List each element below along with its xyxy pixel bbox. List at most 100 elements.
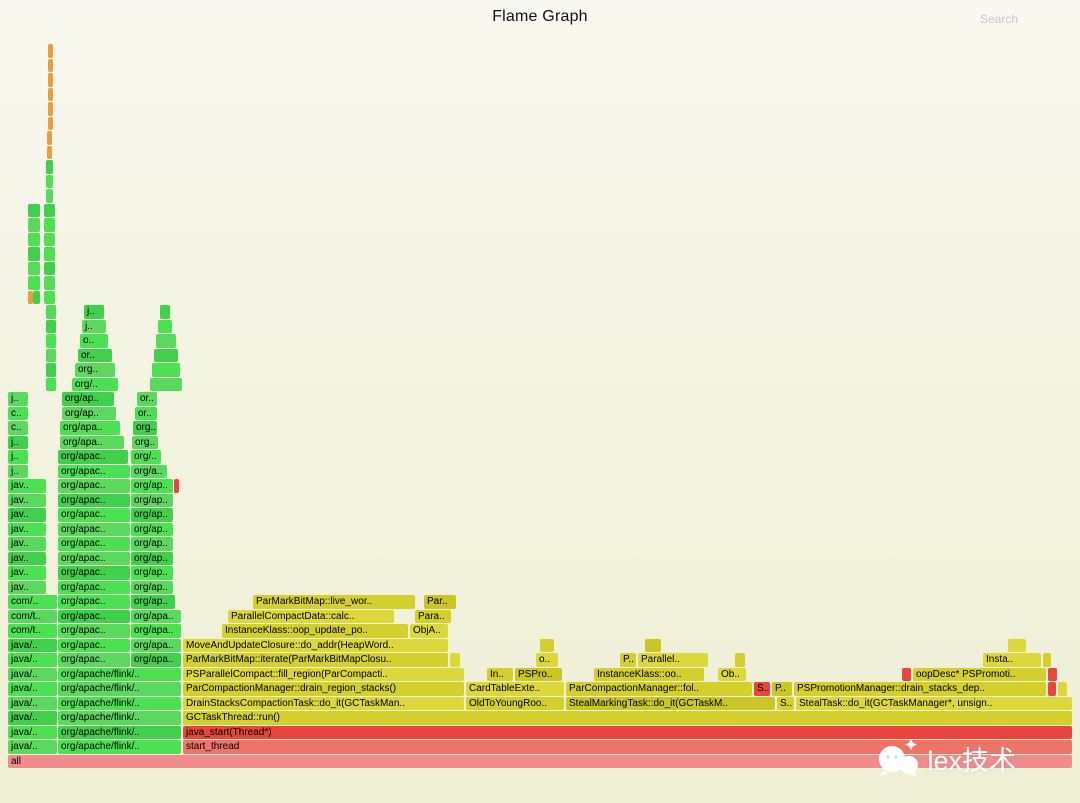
flame-frame[interactable]: java/.. xyxy=(8,696,57,710)
flame-frame[interactable] xyxy=(46,319,56,333)
flame-frame[interactable]: org/ap.. xyxy=(131,537,173,551)
flame-frame[interactable]: ParCompactionManager::fol.. xyxy=(566,682,752,696)
flame-frame[interactable]: DrainStacksCompactionTask::do_it(GCTaskM… xyxy=(183,696,464,710)
search-button[interactable]: Search xyxy=(979,12,1018,26)
flame-frame[interactable] xyxy=(1043,653,1051,667)
flame-frame[interactable]: org/apac.. xyxy=(58,595,130,609)
flame-frame[interactable]: jav.. xyxy=(8,479,46,493)
flame-frame[interactable]: org.. xyxy=(132,435,158,449)
flame-frame[interactable] xyxy=(160,305,170,319)
flame-frame[interactable]: org/apache/flink/.. xyxy=(58,696,181,710)
flame-frame[interactable]: oopDesc* PSPromoti.. xyxy=(913,667,1046,681)
flame-frame[interactable]: S.. xyxy=(777,696,794,710)
flame-frame[interactable]: Par.. xyxy=(424,595,456,609)
flame-frame[interactable] xyxy=(28,218,40,232)
flame-frame[interactable]: ObjA.. xyxy=(410,624,448,638)
flame-frame[interactable] xyxy=(1008,638,1026,652)
flame-frame[interactable] xyxy=(28,276,40,290)
flame-frame[interactable] xyxy=(46,348,56,362)
flame-frame[interactable]: all xyxy=(8,754,1072,768)
flame-frame[interactable] xyxy=(46,189,53,203)
flame-frame[interactable]: org/ap.. xyxy=(131,595,175,609)
flame-frame[interactable] xyxy=(44,232,55,246)
flame-frame[interactable] xyxy=(158,319,172,333)
flame-frame[interactable]: j.. xyxy=(8,392,28,406)
flame-frame[interactable]: OldToYoungRoo.. xyxy=(466,696,564,710)
flame-frame[interactable]: org/apac.. xyxy=(58,493,130,507)
flame-frame[interactable]: org/ap.. xyxy=(131,551,173,565)
flame-frame[interactable] xyxy=(44,203,55,217)
flame-frame[interactable]: StealMarkingTask::do_it(GCTaskM.. xyxy=(566,696,775,710)
flame-frame[interactable]: org/apache/flink/.. xyxy=(58,725,181,739)
flame-frame[interactable]: org/apac.. xyxy=(58,580,130,594)
flame-frame[interactable] xyxy=(46,334,56,348)
flame-frame[interactable]: org/apache/flink/.. xyxy=(58,667,181,681)
flame-frame[interactable]: org/apa.. xyxy=(131,638,181,652)
flame-frame[interactable]: java/.. xyxy=(8,653,57,667)
flame-frame[interactable]: Parallel.. xyxy=(638,653,708,667)
flame-frame[interactable]: org/apac.. xyxy=(58,450,128,464)
flame-frame[interactable]: java/.. xyxy=(8,682,57,696)
flame-frame[interactable]: org/apache/flink/.. xyxy=(58,711,181,725)
flame-frame[interactable]: org/apa.. xyxy=(60,435,124,449)
flame-frame[interactable]: InstanceKlass::oop_update_po.. xyxy=(222,624,408,638)
flame-frame[interactable]: org/apac.. xyxy=(58,609,130,623)
flame-frame[interactable] xyxy=(48,116,53,130)
flame-frame[interactable] xyxy=(48,73,53,87)
flame-frame[interactable]: ParMarkBitMap::iterate(ParMarkBitMapClos… xyxy=(183,653,448,667)
flame-frame[interactable]: org/apac.. xyxy=(58,653,130,667)
flame-frame[interactable]: org/apac.. xyxy=(58,551,130,565)
flame-frame[interactable]: java/.. xyxy=(8,711,57,725)
flame-frame[interactable]: java/.. xyxy=(8,638,57,652)
flame-frame[interactable]: P.. xyxy=(772,682,792,696)
flame-frame[interactable]: org/apac.. xyxy=(58,464,130,478)
flame-frame[interactable]: Insta.. xyxy=(983,653,1041,667)
flame-frame[interactable]: org/apac.. xyxy=(58,479,130,493)
flame-frame[interactable] xyxy=(156,334,176,348)
flame-frame[interactable]: GCTaskThread::run() xyxy=(183,711,1072,725)
flame-frame[interactable]: java/.. xyxy=(8,667,57,681)
flame-frame[interactable] xyxy=(150,377,182,391)
flame-frame[interactable]: jav.. xyxy=(8,508,46,522)
flame-frame[interactable]: jav.. xyxy=(8,566,46,580)
flame-frame[interactable] xyxy=(46,160,53,174)
flame-frame[interactable] xyxy=(1058,682,1067,696)
flame-frame[interactable]: S.. xyxy=(754,682,770,696)
flame-frame[interactable] xyxy=(48,102,53,116)
flame-frame[interactable] xyxy=(28,232,40,246)
flame-frame[interactable]: org/ap.. xyxy=(131,566,173,580)
flame-frame[interactable]: P.. xyxy=(620,653,636,667)
flame-frame[interactable] xyxy=(152,363,180,377)
flame-frame[interactable]: MoveAndUpdateClosure::do_addr(HeapWord.. xyxy=(183,638,448,652)
flame-frame[interactable] xyxy=(44,247,55,261)
flame-frame[interactable] xyxy=(154,348,178,362)
flame-frame[interactable]: c.. xyxy=(8,406,28,420)
flame-frame[interactable]: org/apac.. xyxy=(58,508,130,522)
flame-frame[interactable]: PSPromotionManager::drain_stacks_dep.. xyxy=(794,682,1046,696)
flame-frame[interactable]: org/apac.. xyxy=(58,566,130,580)
flame-frame[interactable]: org/ap.. xyxy=(62,406,116,420)
flame-frame[interactable]: com/t.. xyxy=(8,609,57,623)
flame-frame[interactable] xyxy=(46,174,53,188)
flame-frame[interactable]: org/ap.. xyxy=(131,508,173,522)
flame-frame[interactable]: org/apa.. xyxy=(60,421,120,435)
flame-frame[interactable] xyxy=(47,145,52,159)
flame-frame[interactable]: org/apa.. xyxy=(131,624,181,638)
flame-frame[interactable]: ParMarkBitMap::live_wor.. xyxy=(253,595,415,609)
flame-frame[interactable]: InstanceKlass::oo.. xyxy=(594,667,704,681)
flame-frame[interactable]: c.. xyxy=(8,421,28,435)
flame-frame[interactable]: jav.. xyxy=(8,522,46,536)
flame-frame[interactable]: org/apa.. xyxy=(131,653,181,667)
flame-frame[interactable]: org.. xyxy=(133,421,157,435)
flame-frame[interactable]: ParallelCompactData::calc.. xyxy=(228,609,394,623)
flame-frame[interactable]: CardTableExte.. xyxy=(466,682,564,696)
flame-frame[interactable] xyxy=(47,131,52,145)
flame-frame[interactable]: org/apache/flink/.. xyxy=(58,682,181,696)
flame-frame[interactable]: In.. xyxy=(487,667,513,681)
flame-frame[interactable]: org/apache/flink/.. xyxy=(58,740,181,754)
flame-frame[interactable] xyxy=(48,44,53,58)
flame-frame[interactable]: Ob.. xyxy=(718,667,746,681)
flame-frame[interactable]: org.. xyxy=(75,363,115,377)
flame-frame[interactable]: j.. xyxy=(8,435,28,449)
flame-frame[interactable]: org/apac.. xyxy=(58,537,130,551)
